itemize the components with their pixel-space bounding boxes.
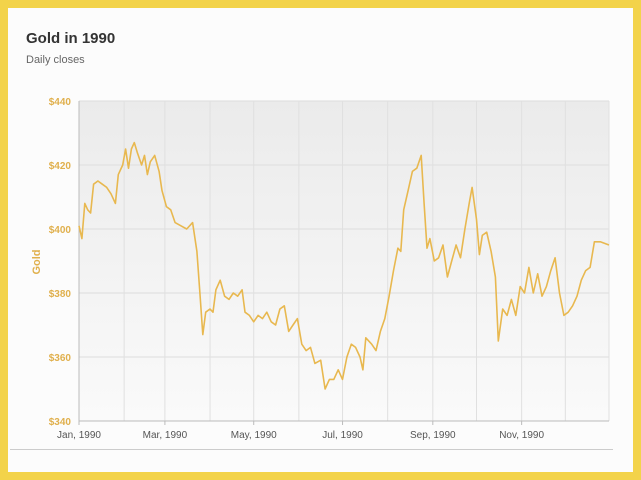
y-tick-label: $400: [49, 225, 72, 236]
x-tick-label: Sep, 1990: [410, 430, 456, 441]
y-axis-title: Gold: [31, 249, 43, 274]
x-tick-label: May, 1990: [231, 430, 277, 441]
y-tick-label: $420: [49, 161, 72, 172]
x-tick-label: Jul, 1990: [322, 430, 363, 441]
y-tick-label: $340: [49, 417, 72, 428]
x-tick-label: Mar, 1990: [143, 430, 188, 441]
y-tick-label: $380: [49, 289, 72, 300]
x-tick-label: Nov, 1990: [499, 430, 544, 441]
x-tick-label: Jan, 1990: [57, 430, 101, 441]
footer-divider: [10, 449, 613, 450]
y-tick-label: $360: [49, 353, 72, 364]
y-tick-label: $440: [49, 97, 72, 108]
chart-subtitle: Daily closes: [26, 54, 85, 66]
chart-title: Gold in 1990: [26, 30, 116, 47]
gold-price-line: [78, 141, 610, 390]
